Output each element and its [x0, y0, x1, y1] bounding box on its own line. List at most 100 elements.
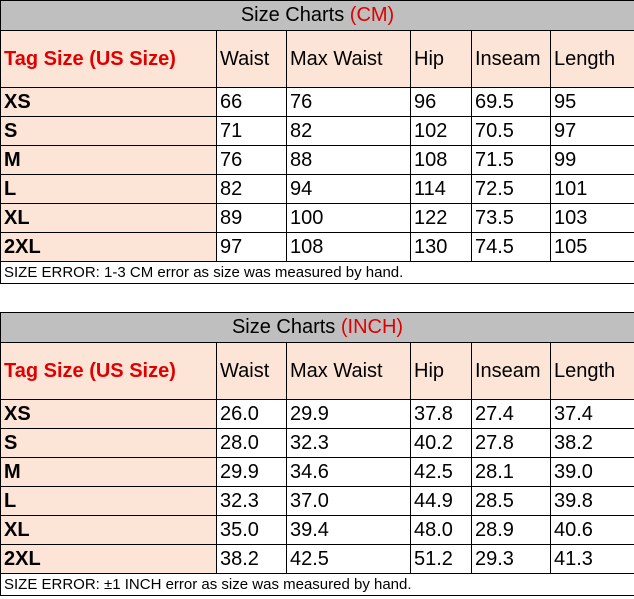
- size-label: XL: [0, 515, 217, 545]
- column-header: Max Waist: [286, 342, 411, 400]
- cell-value: 89: [216, 203, 287, 233]
- column-header: Max Waist: [286, 30, 411, 88]
- column-header: Tag Size (US Size): [0, 30, 217, 88]
- size-error-note: SIZE ERROR: 1-3 CM error as size was mea…: [0, 261, 634, 284]
- column-header: Inseam: [471, 30, 551, 88]
- cell-value: 130: [410, 232, 472, 262]
- cell-value: 96: [410, 87, 472, 117]
- cell-value: 102: [410, 116, 472, 146]
- cell-value: 66: [216, 87, 287, 117]
- cell-value: 101: [549, 174, 634, 204]
- cell-value: 42.5: [286, 544, 411, 574]
- size-label: S: [0, 116, 217, 146]
- cell-value: 29.3: [471, 544, 551, 574]
- cell-value: 82: [286, 116, 411, 146]
- cell-value: 105: [549, 232, 634, 262]
- column-header: Waist: [216, 342, 287, 400]
- inch-size-table: Size Charts (INCH) Tag Size (US Size) Wais…: [0, 312, 634, 596]
- table-row: XS 26.0 29.9 37.8 27.4 37.4: [0, 399, 634, 429]
- size-label: XS: [0, 87, 217, 117]
- cell-value: 35.0: [216, 515, 287, 545]
- cell-value: 41.3: [549, 544, 634, 574]
- cell-value: 37.8: [410, 399, 472, 429]
- cell-value: 27.8: [471, 428, 551, 458]
- table-row: M 76 88 108 71.5 99: [0, 145, 634, 175]
- cell-value: 32.3: [216, 486, 287, 516]
- cell-value: 40.2: [410, 428, 472, 458]
- cell-value: 69.5: [471, 87, 551, 117]
- cell-value: 74.5: [471, 232, 551, 262]
- size-error-note: SIZE ERROR: ±1 INCH error as size was me…: [0, 573, 634, 596]
- unit-label: (CM): [349, 4, 395, 26]
- cell-value: 29.9: [216, 457, 287, 487]
- cell-value: 28.1: [471, 457, 551, 487]
- column-header: Inseam: [471, 342, 551, 400]
- table-row: 2XL 38.2 42.5 51.2 29.3 41.3: [0, 544, 634, 574]
- cell-value: 97: [216, 232, 287, 262]
- cell-value: 51.2: [410, 544, 472, 574]
- cell-value: 42.5: [410, 457, 472, 487]
- column-header: Hip: [410, 30, 472, 88]
- cell-value: 38.2: [549, 428, 634, 458]
- cell-value: 108: [410, 145, 472, 175]
- size-label: L: [0, 486, 217, 516]
- cell-value: 72.5: [471, 174, 551, 204]
- cell-value: 28.0: [216, 428, 287, 458]
- cell-value: 95: [549, 87, 634, 117]
- cell-value: 94: [286, 174, 411, 204]
- cell-value: 100: [286, 203, 411, 233]
- table-row: 2XL 97 108 130 74.5 105: [0, 232, 634, 262]
- cell-value: 37.4: [549, 399, 634, 429]
- size-label: M: [0, 145, 217, 175]
- cell-value: 88: [286, 145, 411, 175]
- size-label: M: [0, 457, 217, 487]
- cell-value: 28.5: [471, 486, 551, 516]
- column-header: Tag Size (US Size): [0, 342, 217, 400]
- cell-value: 26.0: [216, 399, 287, 429]
- cell-value: 103: [549, 203, 634, 233]
- cm-size-table: Size Charts (CM) Tag Size (US Size) Waist M…: [0, 0, 634, 284]
- size-label: XL: [0, 203, 217, 233]
- column-header: Hip: [410, 342, 472, 400]
- cell-value: 76: [216, 145, 287, 175]
- cell-value: 39.8: [549, 486, 634, 516]
- table-row: S 28.0 32.3 40.2 27.8 38.2: [0, 428, 634, 458]
- cell-value: 82: [216, 174, 287, 204]
- column-header: Length: [549, 30, 634, 88]
- size-label: 2XL: [0, 544, 217, 574]
- table-row: XL 35.0 39.4 48.0 28.9 40.6: [0, 515, 634, 545]
- cell-value: 40.6: [549, 515, 634, 545]
- cell-value: 76: [286, 87, 411, 117]
- table-row: XL 89 100 122 73.5 103: [0, 203, 634, 233]
- cell-value: 39.4: [286, 515, 411, 545]
- cell-value: 27.4: [471, 399, 551, 429]
- table-title: Size Charts (CM): [0, 0, 634, 31]
- cell-value: 32.3: [286, 428, 411, 458]
- column-header: Waist: [216, 30, 287, 88]
- cell-value: 34.6: [286, 457, 411, 487]
- cell-value: 73.5: [471, 203, 551, 233]
- size-label: 2XL: [0, 232, 217, 262]
- column-header: Length: [549, 342, 634, 400]
- cell-value: 108: [286, 232, 411, 262]
- cell-value: 28.9: [471, 515, 551, 545]
- cell-value: 99: [549, 145, 634, 175]
- title-text: Size Charts: [231, 316, 341, 338]
- cell-value: 70.5: [471, 116, 551, 146]
- table-row: XS 66 76 96 69.5 95: [0, 87, 634, 117]
- cell-value: 38.2: [216, 544, 287, 574]
- size-label: L: [0, 174, 217, 204]
- cell-value: 29.9: [286, 399, 411, 429]
- table-row: S 71 82 102 70.5 97: [0, 116, 634, 146]
- cell-value: 37.0: [286, 486, 411, 516]
- cell-value: 97: [549, 116, 634, 146]
- table-title: Size Charts (INCH): [0, 312, 634, 343]
- table-row: L 82 94 114 72.5 101: [0, 174, 634, 204]
- cell-value: 71.5: [471, 145, 551, 175]
- cell-value: 122: [410, 203, 472, 233]
- size-label: S: [0, 428, 217, 458]
- title-text: Size Charts: [240, 4, 350, 26]
- cell-value: 39.0: [549, 457, 634, 487]
- table-row: L 32.3 37.0 44.9 28.5 39.8: [0, 486, 634, 516]
- cell-value: 114: [410, 174, 472, 204]
